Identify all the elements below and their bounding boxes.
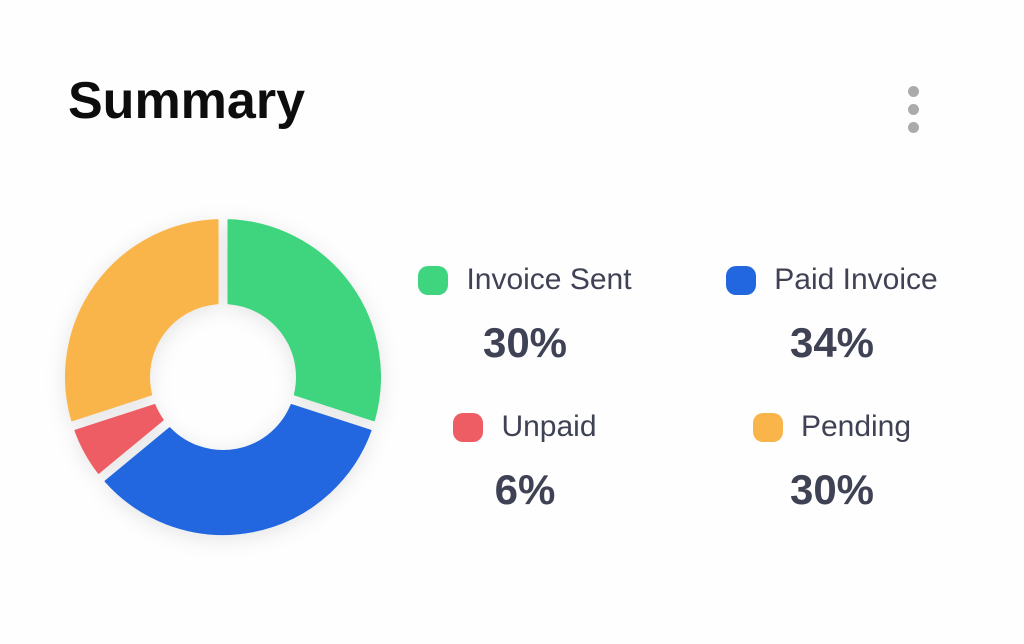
legend-head: Unpaid [453,410,597,443]
legend-value: 6% [494,466,556,513]
legend-head: Pending [752,410,912,443]
kebab-dot [908,122,919,133]
pending-swatch-icon [752,412,783,442]
donut-chart [53,207,393,547]
legend-label: Paid Invoice [774,263,938,296]
legend-value: 34% [789,319,875,366]
legend-label: Unpaid [501,410,597,443]
legend-value: 30% [482,319,568,366]
donut-segment-pending[interactable] [65,219,219,422]
legend-label: Invoice Sent [466,263,632,296]
legend-item-invoice-sent: Invoice Sent 30% [405,265,645,365]
donut-segment-unpaid[interactable] [74,404,164,474]
kebab-dot [908,86,919,97]
legend-item-unpaid: Unpaid 6% [405,412,645,512]
unpaid-swatch-icon [453,412,484,442]
donut-segment-invoice-sent[interactable] [227,219,381,422]
legend-head: Invoice Sent [418,263,632,296]
paid-invoice-swatch-icon [726,265,757,295]
invoice-sent-swatch-icon [418,265,449,295]
legend-value: 30% [789,466,875,513]
kebab-dot [908,104,919,115]
legend-item-pending: Pending 30% [712,412,952,512]
legend-item-paid-invoice: Paid Invoice 34% [712,265,952,365]
legend-head: Paid Invoice [726,263,938,296]
page-title: Summary [68,72,305,130]
donut-segment-paid-invoice[interactable] [104,404,372,536]
donut-chart-svg [65,219,381,536]
kebab-menu-icon[interactable] [900,80,927,139]
legend-label: Pending [800,410,912,443]
